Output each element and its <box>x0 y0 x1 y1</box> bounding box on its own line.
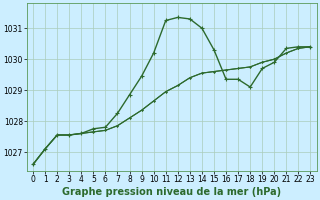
X-axis label: Graphe pression niveau de la mer (hPa): Graphe pression niveau de la mer (hPa) <box>62 187 281 197</box>
